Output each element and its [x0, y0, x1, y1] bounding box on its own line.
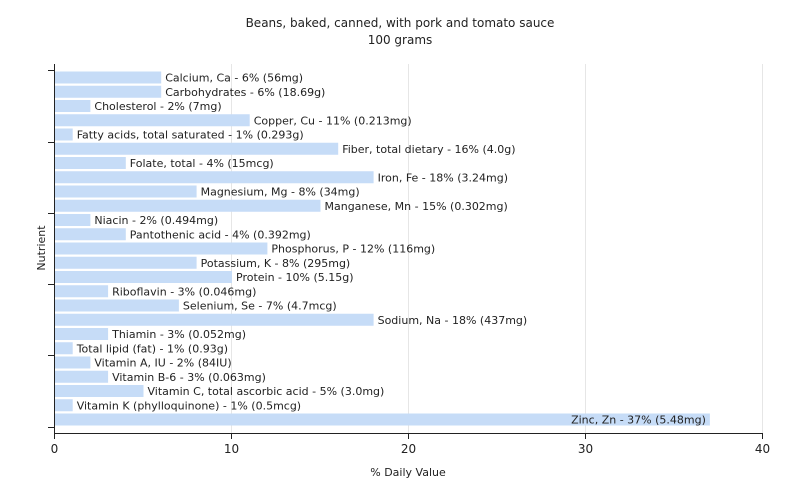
- bar: [55, 342, 73, 355]
- x-tick-label: 20: [401, 442, 416, 456]
- bar: [55, 157, 126, 169]
- bar: [55, 185, 197, 198]
- bar-label: Vitamin C, total ascorbic acid - 5% (3.0…: [148, 385, 385, 398]
- bar-label: Niacin - 2% (0.494mg): [94, 214, 218, 227]
- bar-label: Folate, total - 4% (15mcg): [130, 157, 274, 170]
- bar-label: Selenium, Se - 7% (4.7mcg): [183, 300, 337, 313]
- bar-label: Carbohydrates - 6% (18.69g): [165, 86, 325, 99]
- chart-title: Beans, baked, canned, with pork and toma…: [246, 16, 555, 30]
- bar-label: Iron, Fe - 18% (3.24mg): [378, 171, 508, 184]
- bar: [55, 256, 197, 269]
- bar-label: Magnesium, Mg - 8% (34mg): [201, 186, 360, 199]
- bar-label: Calcium, Ca - 6% (56mg): [165, 72, 303, 85]
- bar-label: Manganese, Mn - 15% (0.302mg): [325, 200, 508, 213]
- bar: [55, 199, 321, 212]
- x-tick-label: 30: [578, 442, 593, 456]
- x-tick-label: 0: [51, 442, 59, 456]
- bar: [55, 114, 250, 127]
- bar-label: Vitamin K (phylloquinone) - 1% (0.5mcg): [77, 399, 301, 412]
- bar-label: Total lipid (fat) - 1% (0.93g): [76, 342, 228, 355]
- bar-label: Sodium, Na - 18% (437mg): [378, 314, 528, 327]
- bar: [55, 142, 339, 155]
- x-ticks-group: 0 10 20 30 40: [51, 433, 770, 456]
- bar: [55, 85, 162, 98]
- bar: [55, 385, 144, 397]
- bar: [55, 128, 73, 141]
- bar-label: Zinc, Zn - 37% (5.48mg): [571, 414, 706, 427]
- bar-label: Cholesterol - 2% (7mg): [94, 100, 221, 113]
- bar-label: Thiamin - 3% (0.052mg): [111, 328, 246, 341]
- bar: [55, 413, 710, 426]
- bar-label: Riboflavin - 3% (0.046mg): [112, 285, 256, 298]
- bar: [55, 328, 109, 340]
- bar: [55, 399, 73, 412]
- bar: [55, 356, 91, 369]
- bar-label: Copper, Cu - 11% (0.213mg): [254, 114, 412, 127]
- bar: [55, 271, 232, 283]
- bar-label: Pantothenic acid - 4% (0.392mg): [130, 228, 311, 241]
- bar: [55, 313, 374, 326]
- x-tick-label: 10: [224, 442, 239, 456]
- bar: [55, 242, 268, 255]
- x-tick-label: 40: [755, 442, 770, 456]
- bar-label: Fiber, total dietary - 16% (4.0g): [342, 143, 515, 156]
- bars-group: Calcium, Ca - 6% (56mg)Carbohydrates - 6…: [55, 71, 710, 427]
- bar: [55, 100, 91, 112]
- bar: [55, 171, 374, 184]
- bar-label: Vitamin A, IU - 2% (84IU): [94, 357, 231, 370]
- bar-label: Vitamin B-6 - 3% (0.063mg): [112, 371, 266, 384]
- bar: [55, 299, 179, 312]
- x-axis-label: % Daily Value: [370, 466, 446, 479]
- bar-label: Potassium, K - 8% (295mg): [201, 257, 351, 270]
- bar: [55, 285, 109, 298]
- bar: [55, 228, 126, 241]
- bar-label: Phosphorus, P - 12% (116mg): [271, 243, 435, 256]
- bar-label: Protein - 10% (5.15g): [236, 271, 354, 284]
- y-axis-label: Nutrient: [35, 225, 48, 271]
- chart-subtitle: 100 grams: [368, 33, 433, 47]
- bar: [55, 214, 91, 226]
- bar: [55, 71, 162, 84]
- bar-label: Fatty acids, total saturated - 1% (0.293…: [77, 129, 304, 142]
- bar: [55, 370, 109, 383]
